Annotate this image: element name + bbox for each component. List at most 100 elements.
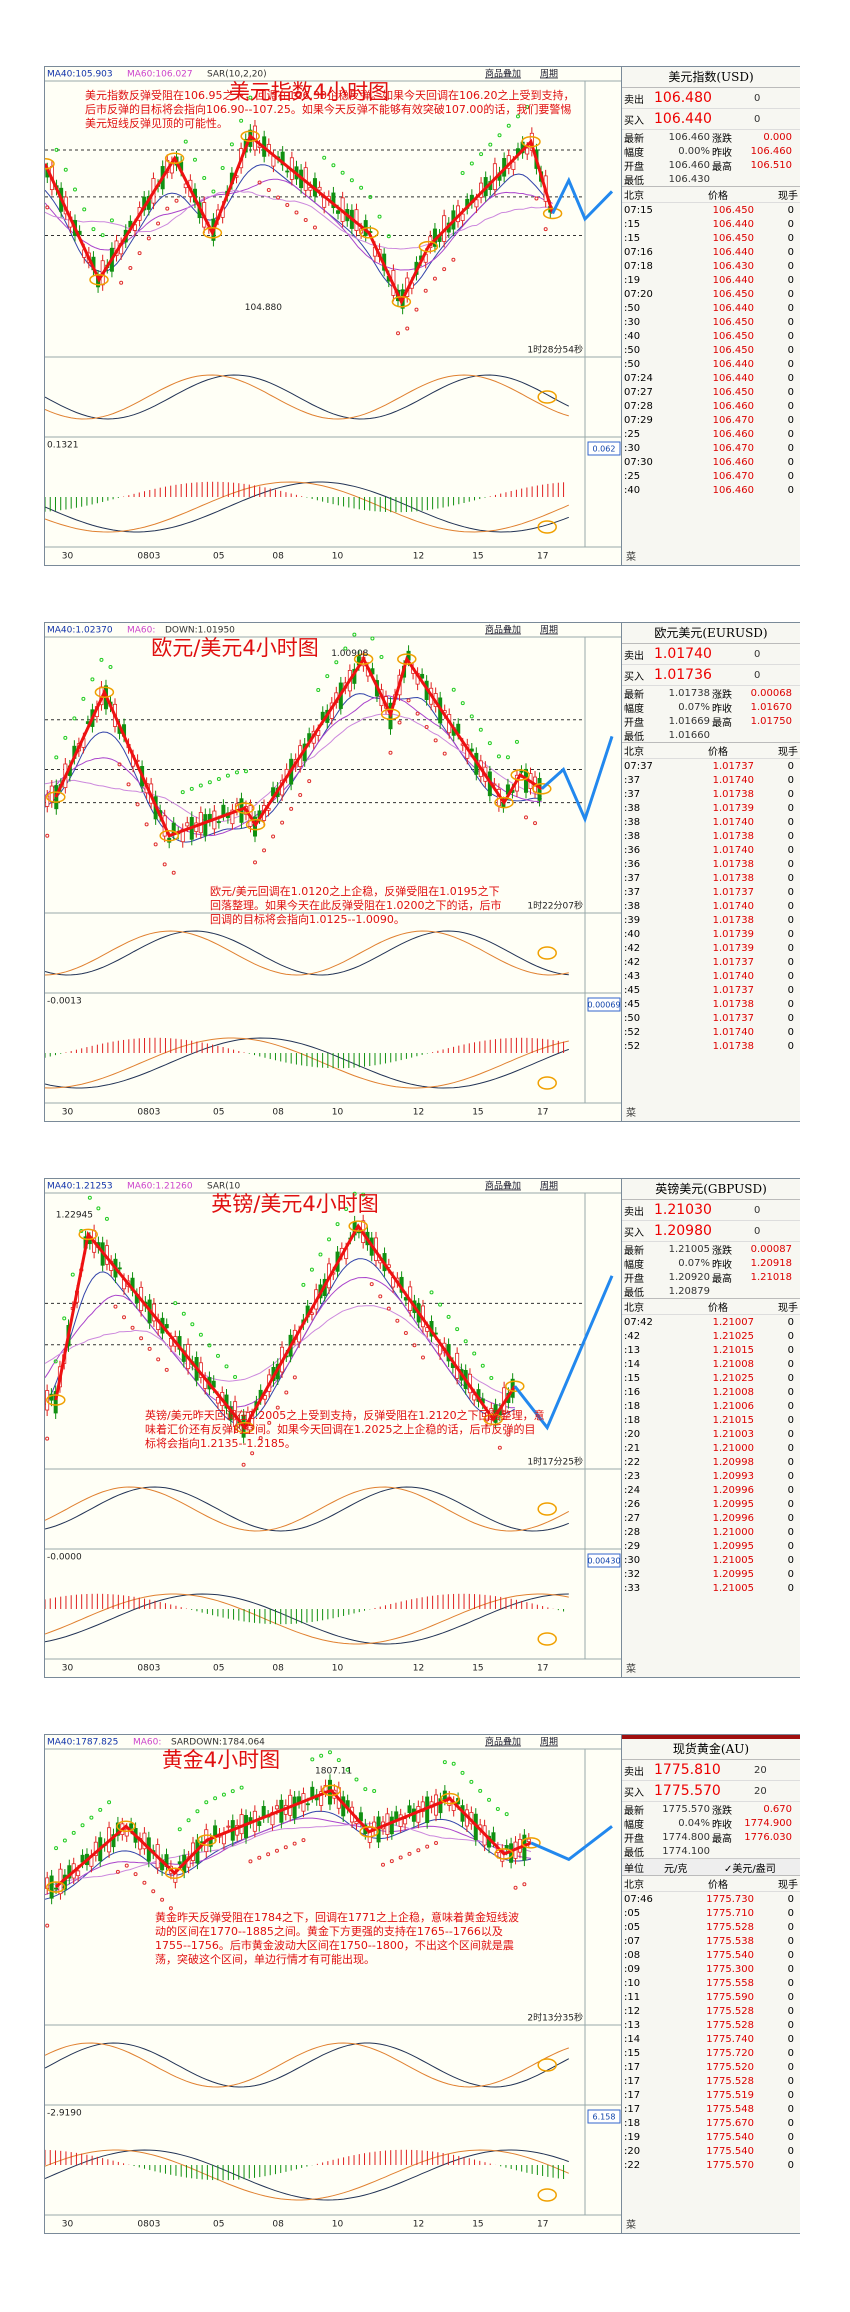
stat-label: 昨收 bbox=[712, 703, 732, 715]
candle-body bbox=[336, 210, 341, 214]
tick-row: :40 1.01739 0 bbox=[622, 927, 800, 941]
pivot-marker bbox=[494, 796, 514, 809]
sar-dot bbox=[442, 1760, 447, 1765]
quote-panel: 现货黄金(AU) 卖出 1775.810 20 买入 1775.570 20 最新 1775.5… bbox=[621, 1735, 800, 2233]
tick-time: :09 bbox=[624, 1963, 641, 1975]
tick-time: 07:27 bbox=[624, 386, 653, 398]
tick-time: :50 bbox=[624, 1012, 641, 1024]
tick-row: :28 1.21000 0 bbox=[622, 1525, 800, 1539]
tick-time: 07:20 bbox=[624, 288, 653, 300]
tick-row: :43 1.01740 0 bbox=[622, 969, 800, 983]
tick-volume: 0 bbox=[787, 788, 794, 800]
tick-volume: 0 bbox=[787, 2159, 794, 2171]
pivot-marker bbox=[537, 1502, 557, 1516]
pivot-marker bbox=[116, 1820, 136, 1833]
x-tick-label: 15 bbox=[472, 2220, 483, 2230]
menu-item[interactable]: 商品叠加 bbox=[485, 1736, 521, 1748]
pivot-marker bbox=[537, 520, 557, 534]
tick-row: :05 1775.710 0 bbox=[622, 1906, 800, 1920]
sar-dot bbox=[496, 754, 501, 759]
sar-dot bbox=[239, 118, 244, 123]
sar-dot bbox=[173, 1301, 178, 1306]
stat-label: 最新 bbox=[624, 133, 644, 145]
pivot-marker bbox=[521, 1837, 541, 1849]
tick-time: :38 bbox=[624, 900, 641, 912]
sar-dot bbox=[434, 1841, 439, 1846]
tick-volume: 0 bbox=[787, 1498, 794, 1510]
stat-value: 106.460 bbox=[668, 159, 710, 171]
tick-row: :26 1.20995 0 bbox=[622, 1497, 800, 1511]
quote-buy-row: 买入 1.20980 0 bbox=[622, 1221, 800, 1242]
menu-item[interactable]: 商品叠加 bbox=[485, 1180, 521, 1192]
stat-label: 开盘 bbox=[624, 161, 644, 173]
stat-row: 幅度 0.07% 昨收 1.01670 bbox=[622, 700, 800, 715]
tick-price: 106.460 bbox=[712, 456, 754, 468]
stat-label: 幅度 bbox=[624, 147, 644, 159]
tick-price: 1775.528 bbox=[706, 2019, 754, 2031]
pivot-marker bbox=[537, 1632, 557, 1646]
x-tick-label: 05 bbox=[213, 552, 224, 562]
menu-item[interactable]: 周期 bbox=[540, 1181, 558, 1192]
menu-item[interactable]: 商品叠加 bbox=[485, 624, 521, 636]
tick-time: 07:24 bbox=[624, 372, 653, 384]
sar-dot bbox=[388, 750, 393, 755]
stat-label: 幅度 bbox=[624, 1819, 644, 1831]
tick-price: 1.01737 bbox=[712, 1012, 754, 1024]
tick-row: :39 1.01738 0 bbox=[622, 913, 800, 927]
column-label: 现手 bbox=[778, 747, 798, 758]
sar-dot bbox=[162, 862, 167, 867]
stat-label: 最高 bbox=[712, 1273, 732, 1285]
candle-body bbox=[394, 1811, 399, 1820]
sar-dot bbox=[211, 189, 216, 194]
menu-item[interactable]: 周期 bbox=[540, 1737, 558, 1748]
x-tick-label: 08 bbox=[272, 1108, 284, 1118]
footer-label: 菜 bbox=[626, 1108, 636, 1119]
sar-dot bbox=[478, 1788, 483, 1793]
x-tick-label: 17 bbox=[537, 2220, 548, 2230]
tick-price: 1.01740 bbox=[712, 844, 754, 856]
tick-volume: 0 bbox=[787, 2089, 794, 2101]
quote-label: 卖出 bbox=[624, 94, 644, 106]
chart-canvas: MA40:1.02370 MA60: DOWN:1.01950 商品叠加 周期欧元/美元… bbox=[45, 624, 621, 1118]
quote-panel: 美元指数(USD) 卖出 106.480 0 买入 106.440 0 最新 106.460 涨跌… bbox=[621, 67, 800, 565]
sar-dot bbox=[90, 677, 95, 682]
footer-label: 菜 bbox=[626, 1664, 636, 1675]
tick-time: :37 bbox=[624, 774, 641, 786]
sar-dot bbox=[298, 792, 303, 797]
stat-row: 开盘 106.460 最高 106.510 bbox=[622, 158, 800, 173]
sar-dot bbox=[234, 770, 239, 775]
candle-body bbox=[117, 1267, 122, 1270]
stat-value: 1.20918 bbox=[750, 1257, 792, 1269]
quote-header: 英镑美元(GBPUSD) bbox=[622, 1179, 800, 1200]
sar-dot bbox=[289, 806, 294, 811]
quote-volume: 0 bbox=[754, 648, 761, 660]
sar-dot bbox=[156, 1357, 161, 1362]
stat-label: 幅度 bbox=[624, 1259, 644, 1271]
sar-dot bbox=[128, 265, 133, 270]
pivot-marker bbox=[359, 227, 379, 239]
sar-dot bbox=[433, 738, 438, 743]
sar-dot bbox=[165, 206, 170, 211]
sar-dot bbox=[442, 751, 447, 756]
tick-row: :11 1775.590 0 bbox=[622, 1990, 800, 2004]
sar-dot bbox=[215, 1353, 220, 1358]
menu-item[interactable]: 商品叠加 bbox=[485, 68, 521, 80]
tick-time: :42 bbox=[624, 942, 641, 954]
quote-panel: 欧元美元(EURUSD) 卖出 1.01740 0 买入 1.01736 0 最新 1.0173… bbox=[621, 623, 800, 1121]
price-label: 1807.11 bbox=[315, 1767, 352, 1777]
trend-arrow bbox=[54, 1223, 517, 1431]
candle-body bbox=[244, 1815, 249, 1839]
sar-dot bbox=[80, 1823, 85, 1828]
menu-item[interactable]: 周期 bbox=[540, 625, 558, 636]
tick-time: :22 bbox=[624, 1456, 641, 1468]
sar-dot bbox=[204, 1800, 209, 1805]
menu-item[interactable]: 周期 bbox=[540, 69, 558, 80]
sar-dot bbox=[135, 802, 140, 807]
tick-price: 106.450 bbox=[712, 316, 754, 328]
tick-row: :45 1.01737 0 bbox=[622, 983, 800, 997]
sar-dot bbox=[460, 701, 465, 706]
sar-dot bbox=[253, 860, 258, 865]
tick-row: :37 1.01738 0 bbox=[622, 871, 800, 885]
tick-volume: 0 bbox=[787, 816, 794, 828]
sar-dot bbox=[124, 1863, 129, 1868]
